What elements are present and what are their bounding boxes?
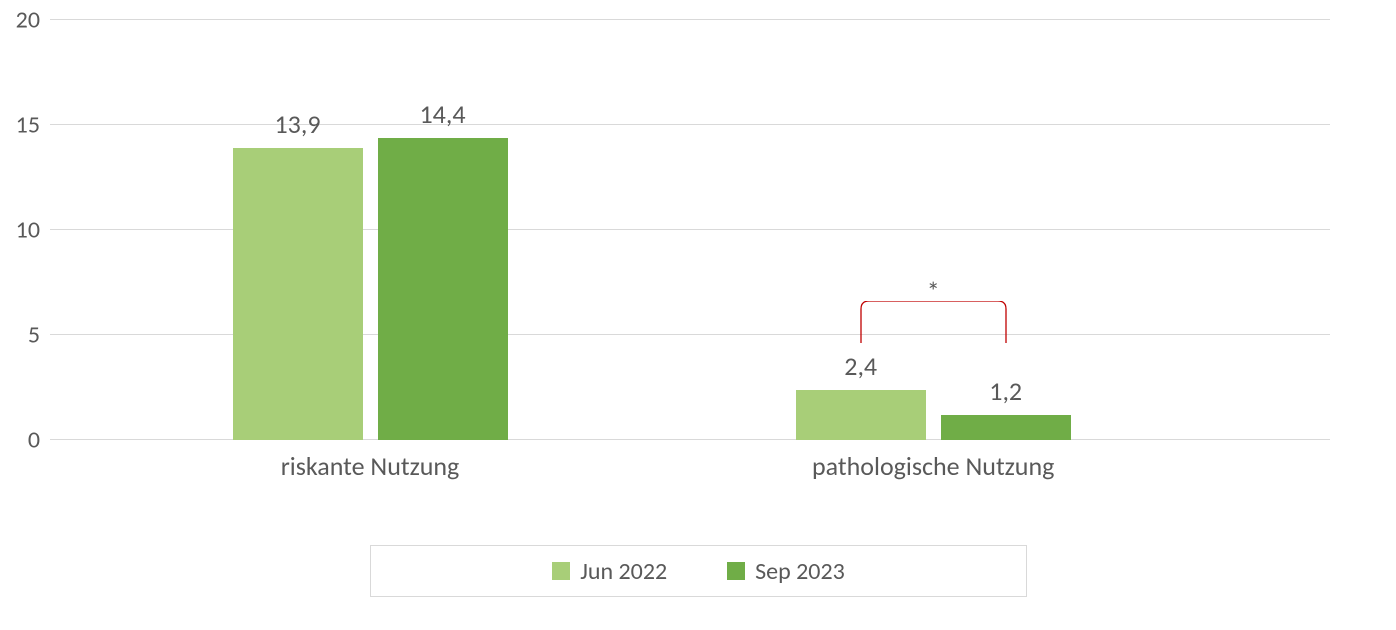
y-tick-label: 10 bbox=[16, 216, 50, 245]
category-label: riskante Nutzung bbox=[281, 450, 460, 482]
bar-group: 13,914,4 bbox=[233, 20, 508, 440]
bar: 13,9 bbox=[233, 148, 363, 440]
legend-item: Sep 2023 bbox=[727, 557, 845, 586]
bar-value-label: 1,2 bbox=[989, 375, 1022, 407]
legend: Jun 2022 Sep 2023 bbox=[370, 545, 1027, 597]
plot-area: 0510152013,914,42,41,2 bbox=[50, 20, 1330, 440]
bar: 14,4 bbox=[378, 138, 508, 440]
legend-label: Sep 2023 bbox=[755, 557, 845, 586]
bar-group: 2,4 1,2 bbox=[796, 20, 1071, 440]
chart-container: 0510152013,914,42,41,2 riskante Nutzungp… bbox=[0, 0, 1396, 630]
category-label: pathologische Nutzung bbox=[812, 450, 1054, 482]
legend-item: Jun 2022 bbox=[552, 557, 667, 586]
legend-swatch bbox=[552, 562, 570, 580]
y-tick-label: 0 bbox=[28, 426, 50, 455]
significance-star: * bbox=[927, 275, 940, 307]
bar-value-label: 2,4 bbox=[844, 350, 877, 382]
legend-swatch bbox=[727, 562, 745, 580]
y-tick-label: 5 bbox=[28, 321, 50, 350]
legend-label: Jun 2022 bbox=[580, 557, 667, 586]
y-tick-label: 15 bbox=[16, 111, 50, 140]
bar: 2,4 bbox=[796, 390, 926, 440]
bar-value-label: 14,4 bbox=[419, 98, 465, 130]
bar-value-label: 13,9 bbox=[274, 108, 320, 140]
bar: 1,2 bbox=[941, 415, 1071, 440]
y-tick-label: 20 bbox=[16, 6, 50, 35]
